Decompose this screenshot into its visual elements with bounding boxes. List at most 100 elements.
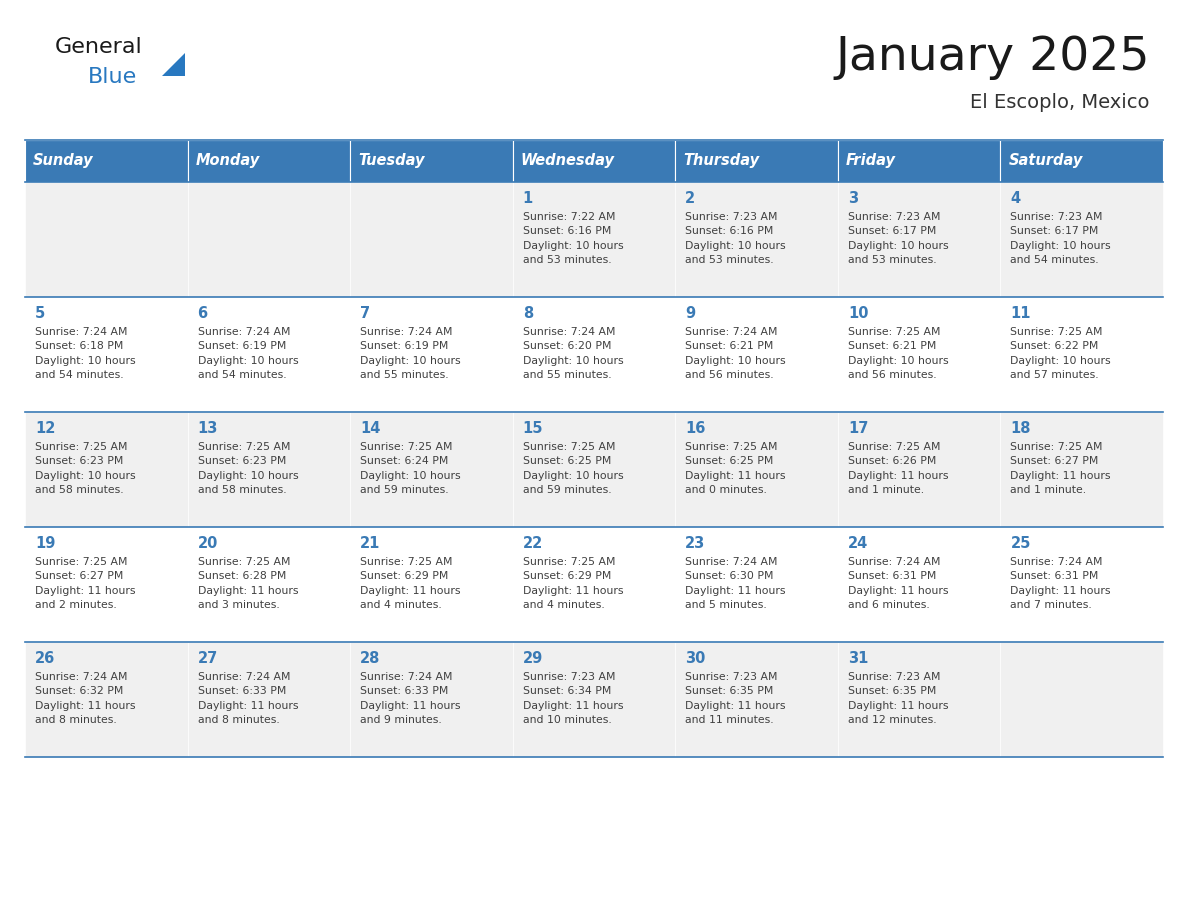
Text: Sunrise: 7:23 AM
Sunset: 6:34 PM
Daylight: 11 hours
and 10 minutes.: Sunrise: 7:23 AM Sunset: 6:34 PM Dayligh… [523, 672, 624, 725]
Text: 23: 23 [685, 536, 706, 551]
Text: 2: 2 [685, 191, 695, 206]
Text: Sunrise: 7:22 AM
Sunset: 6:16 PM
Daylight: 10 hours
and 53 minutes.: Sunrise: 7:22 AM Sunset: 6:16 PM Dayligh… [523, 212, 624, 265]
Text: Sunrise: 7:24 AM
Sunset: 6:33 PM
Daylight: 11 hours
and 9 minutes.: Sunrise: 7:24 AM Sunset: 6:33 PM Dayligh… [360, 672, 461, 725]
Bar [513, 642, 675, 757]
Text: Sunrise: 7:25 AM
Sunset: 6:27 PM
Daylight: 11 hours
and 2 minutes.: Sunrise: 7:25 AM Sunset: 6:27 PM Dayligh… [34, 557, 135, 610]
Text: 4: 4 [1011, 191, 1020, 206]
Bar [675, 412, 838, 527]
Bar [675, 642, 838, 757]
Bar [350, 140, 513, 182]
Bar [25, 412, 188, 527]
Text: 15: 15 [523, 421, 543, 436]
Text: Sunrise: 7:23 AM
Sunset: 6:17 PM
Daylight: 10 hours
and 53 minutes.: Sunrise: 7:23 AM Sunset: 6:17 PM Dayligh… [848, 212, 948, 265]
Text: 6: 6 [197, 306, 208, 321]
Bar [350, 412, 513, 527]
Bar [838, 297, 1000, 412]
Text: 22: 22 [523, 536, 543, 551]
Text: General: General [55, 37, 143, 57]
Text: 20: 20 [197, 536, 217, 551]
Bar [838, 412, 1000, 527]
Text: Sunrise: 7:24 AM
Sunset: 6:33 PM
Daylight: 11 hours
and 8 minutes.: Sunrise: 7:24 AM Sunset: 6:33 PM Dayligh… [197, 672, 298, 725]
Bar [350, 297, 513, 412]
Text: 1: 1 [523, 191, 533, 206]
Bar [1000, 140, 1163, 182]
Bar [188, 297, 350, 412]
Text: Sunrise: 7:24 AM
Sunset: 6:31 PM
Daylight: 11 hours
and 7 minutes.: Sunrise: 7:24 AM Sunset: 6:31 PM Dayligh… [1011, 557, 1111, 610]
Bar [513, 527, 675, 642]
Text: Sunday: Sunday [33, 153, 94, 169]
Text: 31: 31 [848, 651, 868, 666]
Bar [188, 642, 350, 757]
Text: 14: 14 [360, 421, 380, 436]
Bar [838, 140, 1000, 182]
Bar [513, 140, 675, 182]
Bar [1000, 182, 1163, 297]
Bar [188, 412, 350, 527]
Text: 16: 16 [685, 421, 706, 436]
Text: 8: 8 [523, 306, 533, 321]
Text: 5: 5 [34, 306, 45, 321]
Bar [25, 140, 188, 182]
Bar [188, 140, 350, 182]
Text: 26: 26 [34, 651, 56, 666]
Text: Sunrise: 7:24 AM
Sunset: 6:19 PM
Daylight: 10 hours
and 55 minutes.: Sunrise: 7:24 AM Sunset: 6:19 PM Dayligh… [360, 327, 461, 380]
Text: Blue: Blue [88, 67, 138, 87]
Bar [350, 642, 513, 757]
Text: Sunrise: 7:25 AM
Sunset: 6:28 PM
Daylight: 11 hours
and 3 minutes.: Sunrise: 7:25 AM Sunset: 6:28 PM Dayligh… [197, 557, 298, 610]
Bar [513, 297, 675, 412]
Text: January 2025: January 2025 [835, 36, 1150, 81]
Text: Wednesday: Wednesday [520, 153, 614, 169]
Text: 21: 21 [360, 536, 380, 551]
Text: 19: 19 [34, 536, 56, 551]
Text: Sunrise: 7:23 AM
Sunset: 6:16 PM
Daylight: 10 hours
and 53 minutes.: Sunrise: 7:23 AM Sunset: 6:16 PM Dayligh… [685, 212, 786, 265]
Text: Sunrise: 7:24 AM
Sunset: 6:20 PM
Daylight: 10 hours
and 55 minutes.: Sunrise: 7:24 AM Sunset: 6:20 PM Dayligh… [523, 327, 624, 380]
Bar [675, 140, 838, 182]
Bar [1000, 527, 1163, 642]
Text: Sunrise: 7:23 AM
Sunset: 6:35 PM
Daylight: 11 hours
and 11 minutes.: Sunrise: 7:23 AM Sunset: 6:35 PM Dayligh… [685, 672, 785, 725]
Text: Sunrise: 7:25 AM
Sunset: 6:22 PM
Daylight: 10 hours
and 57 minutes.: Sunrise: 7:25 AM Sunset: 6:22 PM Dayligh… [1011, 327, 1111, 380]
Text: 29: 29 [523, 651, 543, 666]
Text: 18: 18 [1011, 421, 1031, 436]
Text: 12: 12 [34, 421, 56, 436]
Text: Tuesday: Tuesday [358, 153, 424, 169]
Text: 13: 13 [197, 421, 217, 436]
Text: Sunrise: 7:24 AM
Sunset: 6:31 PM
Daylight: 11 hours
and 6 minutes.: Sunrise: 7:24 AM Sunset: 6:31 PM Dayligh… [848, 557, 948, 610]
Text: Sunrise: 7:25 AM
Sunset: 6:24 PM
Daylight: 10 hours
and 59 minutes.: Sunrise: 7:25 AM Sunset: 6:24 PM Dayligh… [360, 442, 461, 495]
Bar [350, 527, 513, 642]
Text: Sunrise: 7:25 AM
Sunset: 6:21 PM
Daylight: 10 hours
and 56 minutes.: Sunrise: 7:25 AM Sunset: 6:21 PM Dayligh… [848, 327, 948, 380]
Text: Sunrise: 7:24 AM
Sunset: 6:30 PM
Daylight: 11 hours
and 5 minutes.: Sunrise: 7:24 AM Sunset: 6:30 PM Dayligh… [685, 557, 785, 610]
Text: Sunrise: 7:25 AM
Sunset: 6:25 PM
Daylight: 10 hours
and 59 minutes.: Sunrise: 7:25 AM Sunset: 6:25 PM Dayligh… [523, 442, 624, 495]
Text: 25: 25 [1011, 536, 1031, 551]
Text: 28: 28 [360, 651, 380, 666]
Bar [350, 182, 513, 297]
Text: Sunrise: 7:25 AM
Sunset: 6:23 PM
Daylight: 10 hours
and 58 minutes.: Sunrise: 7:25 AM Sunset: 6:23 PM Dayligh… [197, 442, 298, 495]
Bar [25, 642, 188, 757]
Bar [188, 182, 350, 297]
Text: Sunrise: 7:25 AM
Sunset: 6:29 PM
Daylight: 11 hours
and 4 minutes.: Sunrise: 7:25 AM Sunset: 6:29 PM Dayligh… [360, 557, 461, 610]
Bar [1000, 412, 1163, 527]
Text: Monday: Monday [196, 153, 260, 169]
Bar [513, 182, 675, 297]
Text: 3: 3 [848, 191, 858, 206]
Text: 9: 9 [685, 306, 695, 321]
Text: Friday: Friday [846, 153, 896, 169]
Text: El Escoplo, Mexico: El Escoplo, Mexico [971, 94, 1150, 113]
Text: 7: 7 [360, 306, 371, 321]
Text: 11: 11 [1011, 306, 1031, 321]
Text: Sunrise: 7:25 AM
Sunset: 6:25 PM
Daylight: 11 hours
and 0 minutes.: Sunrise: 7:25 AM Sunset: 6:25 PM Dayligh… [685, 442, 785, 495]
Bar [675, 527, 838, 642]
Text: Sunrise: 7:25 AM
Sunset: 6:23 PM
Daylight: 10 hours
and 58 minutes.: Sunrise: 7:25 AM Sunset: 6:23 PM Dayligh… [34, 442, 135, 495]
Polygon shape [162, 53, 185, 76]
Text: Sunrise: 7:25 AM
Sunset: 6:26 PM
Daylight: 11 hours
and 1 minute.: Sunrise: 7:25 AM Sunset: 6:26 PM Dayligh… [848, 442, 948, 495]
Bar [838, 182, 1000, 297]
Bar [25, 182, 188, 297]
Text: Sunrise: 7:24 AM
Sunset: 6:21 PM
Daylight: 10 hours
and 56 minutes.: Sunrise: 7:24 AM Sunset: 6:21 PM Dayligh… [685, 327, 786, 380]
Text: 17: 17 [848, 421, 868, 436]
Text: Sunrise: 7:23 AM
Sunset: 6:35 PM
Daylight: 11 hours
and 12 minutes.: Sunrise: 7:23 AM Sunset: 6:35 PM Dayligh… [848, 672, 948, 725]
Text: Sunrise: 7:23 AM
Sunset: 6:17 PM
Daylight: 10 hours
and 54 minutes.: Sunrise: 7:23 AM Sunset: 6:17 PM Dayligh… [1011, 212, 1111, 265]
Bar [1000, 297, 1163, 412]
Bar [25, 527, 188, 642]
Text: 30: 30 [685, 651, 706, 666]
Text: 10: 10 [848, 306, 868, 321]
Text: Sunrise: 7:25 AM
Sunset: 6:29 PM
Daylight: 11 hours
and 4 minutes.: Sunrise: 7:25 AM Sunset: 6:29 PM Dayligh… [523, 557, 624, 610]
